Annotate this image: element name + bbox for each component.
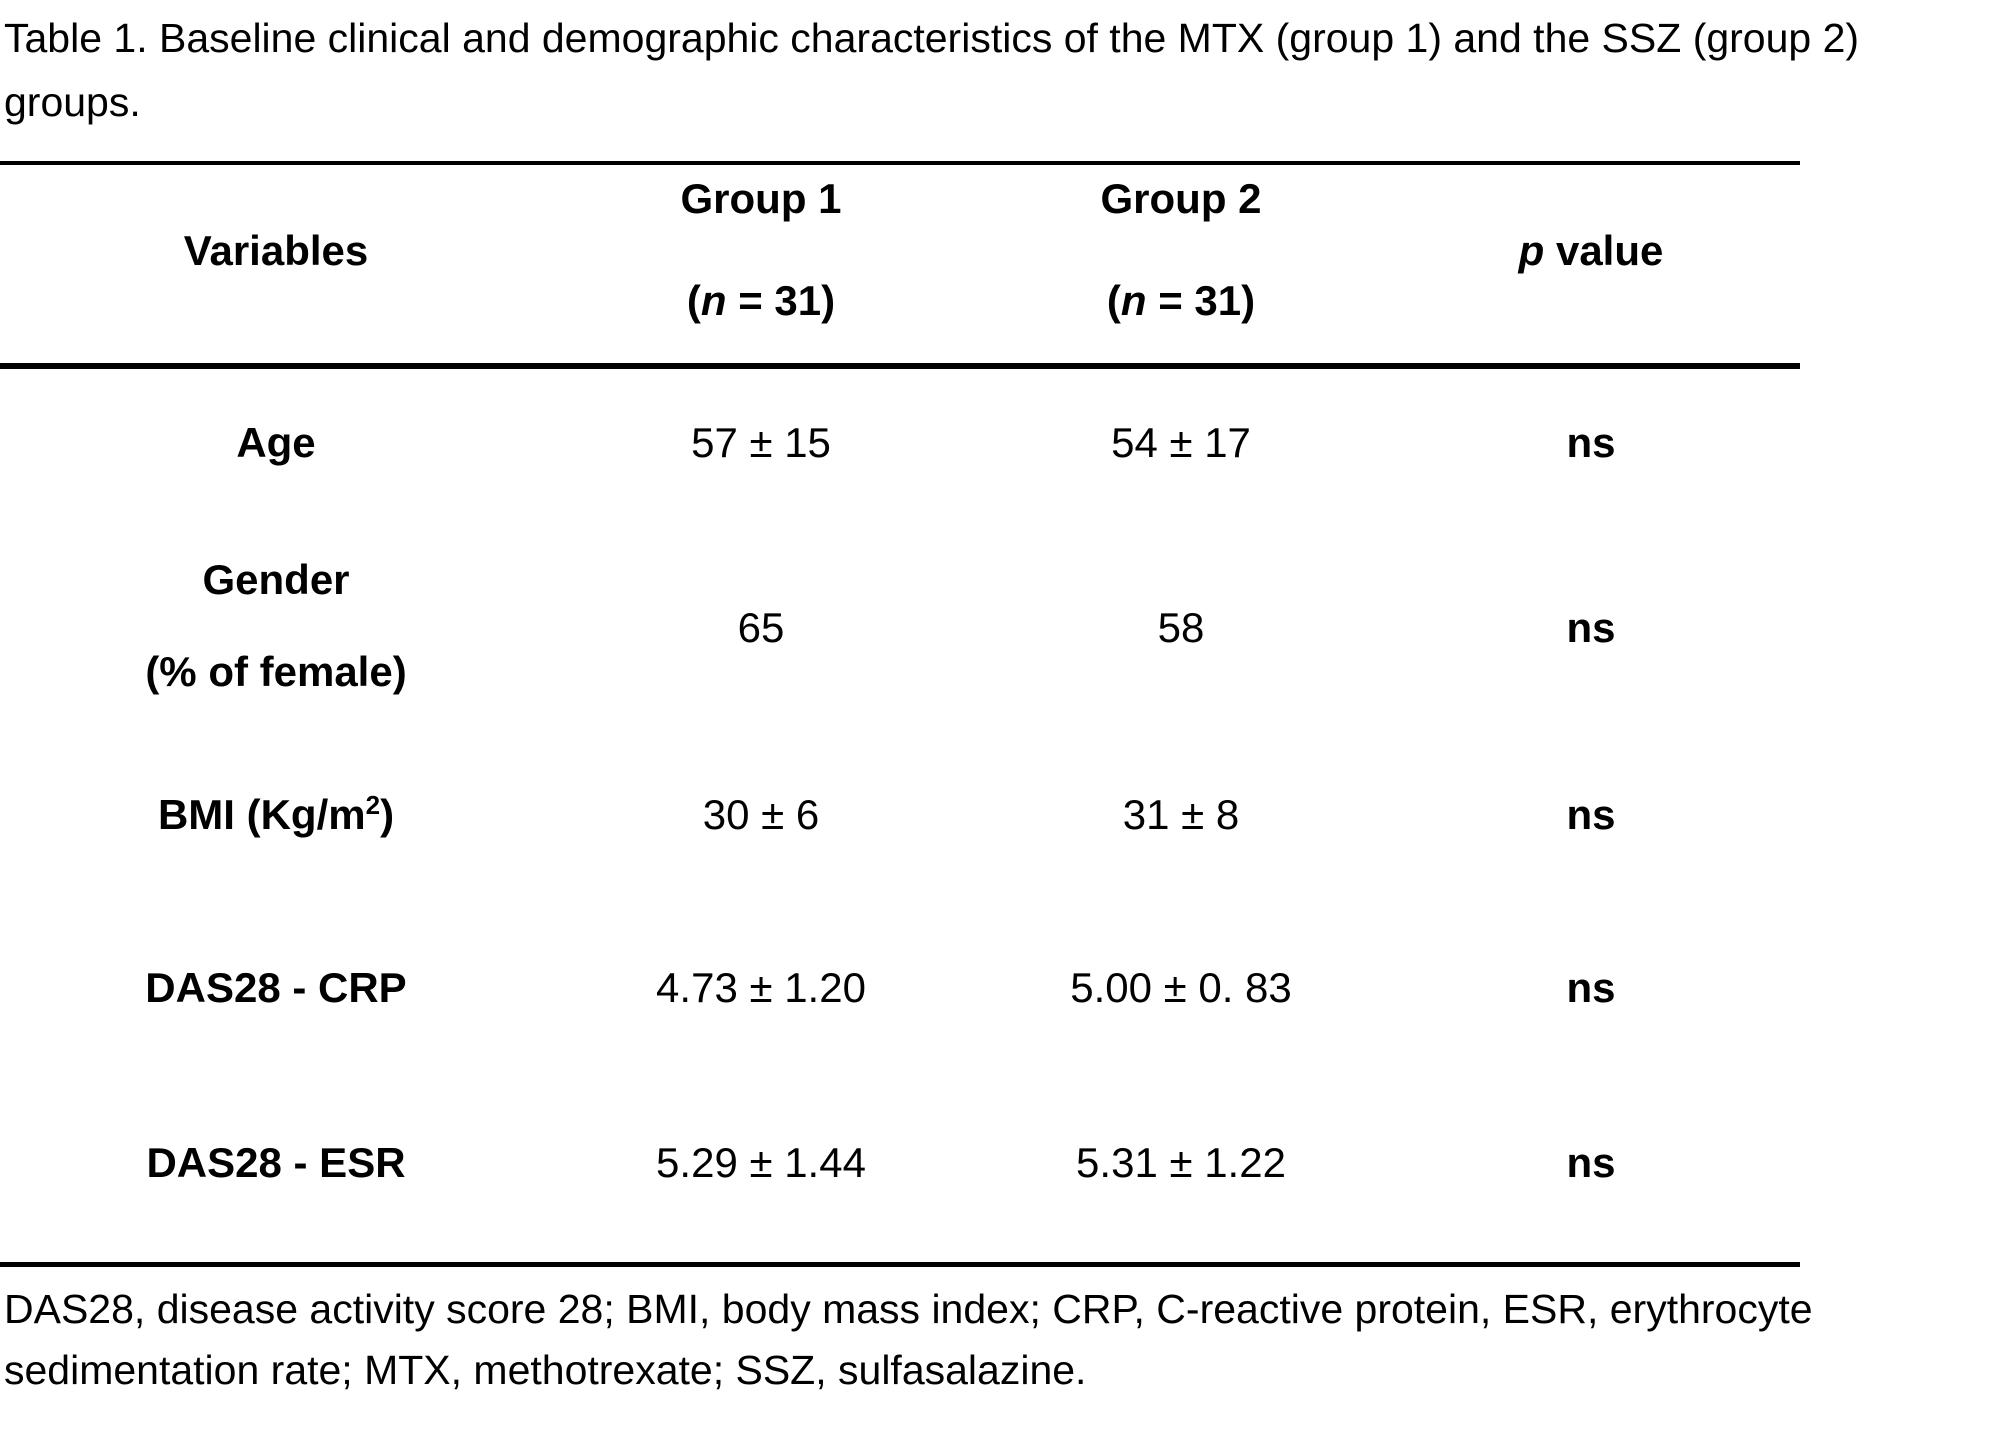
cell-das28esr-group1: 5.29 ± 1.44 bbox=[656, 1139, 866, 1186]
group2-n-symbol: n bbox=[1120, 277, 1147, 324]
bmi-label-main: BMI (Kg/m bbox=[157, 791, 366, 838]
cell-das28esr-pvalue: ns bbox=[1566, 1139, 1616, 1186]
p-symbol: p bbox=[1518, 227, 1545, 274]
cell-gender-group1: 65 bbox=[737, 604, 785, 651]
cell-age-group2: 54 ± 17 bbox=[1111, 419, 1251, 466]
group1-n-symbol: n bbox=[700, 277, 727, 324]
group2-n-open: ( bbox=[1106, 277, 1121, 324]
cell-gender-group2: 58 bbox=[1157, 604, 1205, 651]
p-value-label: value bbox=[1544, 227, 1664, 274]
row-label-das28-crp: DAS28 - CRP bbox=[145, 964, 407, 1011]
table-footnote-line1: DAS28, disease activity score 28; BMI, b… bbox=[4, 1286, 1813, 1332]
table-rule-bottom bbox=[0, 1262, 1800, 1267]
table-caption-line1: Table 1. Baseline clinical and demograph… bbox=[4, 15, 1860, 61]
group1-n-open: ( bbox=[686, 277, 701, 324]
table-caption: Table 1. Baseline clinical and demograph… bbox=[4, 6, 1998, 134]
row-label-das28-esr: DAS28 - ESR bbox=[146, 1139, 406, 1186]
cell-das28crp-pvalue: ns bbox=[1566, 964, 1616, 1011]
row-label-gender-sub: (% of female) bbox=[145, 648, 407, 695]
group1-n-rest: = 31) bbox=[726, 277, 836, 324]
cell-age-pvalue: ns bbox=[1566, 419, 1616, 466]
cell-age-group1: 57 ± 15 bbox=[691, 419, 831, 466]
cell-bmi-group2: 31 ± 8 bbox=[1122, 791, 1240, 838]
table-rule-header-separator bbox=[0, 363, 1800, 369]
table-rule-top bbox=[0, 161, 1800, 165]
bmi-label-tail: ) bbox=[380, 791, 395, 838]
row-label-gender: Gender bbox=[202, 556, 350, 603]
cell-gender-pvalue: ns bbox=[1566, 604, 1616, 651]
cell-das28crp-group1: 4.73 ± 1.20 bbox=[656, 964, 866, 1011]
table-footnote-line2: sedimentation rate; MTX, methotrexate; S… bbox=[4, 1347, 1087, 1393]
row-label-bmi: BMI (Kg/m2) bbox=[157, 791, 395, 838]
cell-bmi-group1: 30 ± 6 bbox=[702, 791, 820, 838]
column-header-variables: Variables bbox=[183, 227, 369, 274]
column-header-group1-title: Group 1 bbox=[680, 175, 842, 222]
row-label-age: Age bbox=[236, 419, 316, 466]
cell-das28crp-group2: 5.00 ± 0. 83 bbox=[1070, 964, 1292, 1011]
column-header-group2-title: Group 2 bbox=[1100, 175, 1262, 222]
column-header-group2-n: (n = 31) bbox=[1107, 280, 1255, 322]
bmi-label-superscript: 2 bbox=[365, 790, 381, 820]
group2-n-rest: = 31) bbox=[1146, 277, 1256, 324]
cell-das28esr-group2: 5.31 ± 1.22 bbox=[1076, 1139, 1286, 1186]
table-caption-line2: groups. bbox=[4, 79, 141, 125]
table-footnote: DAS28, disease activity score 28; BMI, b… bbox=[4, 1279, 1998, 1401]
column-header-p-value: p value bbox=[1519, 230, 1664, 272]
cell-bmi-pvalue: ns bbox=[1566, 791, 1616, 838]
column-header-group1-n: (n = 31) bbox=[687, 280, 835, 322]
